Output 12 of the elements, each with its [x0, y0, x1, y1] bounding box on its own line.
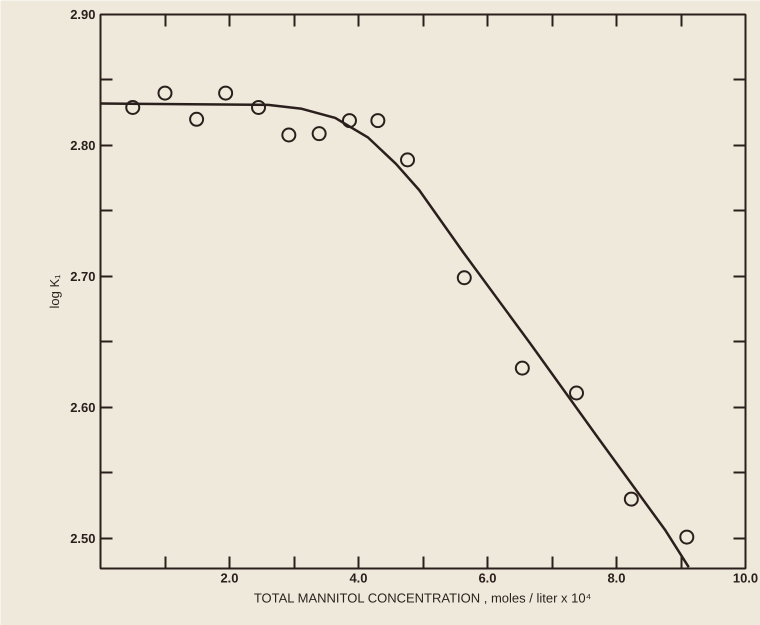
x-tick-label: 2.0 [220, 570, 239, 586]
y-tick-label: 2.50 [70, 530, 96, 546]
x-tick-label: 6.0 [478, 570, 497, 586]
y-tick-label: 2.80 [70, 138, 96, 153]
x-tick-label: 4.0 [349, 570, 368, 586]
y-tick-label: 2.60 [70, 400, 96, 415]
y-tick-label: 2.90 [70, 7, 96, 22]
y-tick-label: 2.70 [70, 268, 96, 284]
y-axis-title: log K₁ [47, 274, 62, 309]
x-tick-label: 10.0 [732, 570, 758, 586]
x-tick-label: 8.0 [607, 570, 626, 586]
x-axis-title: TOTAL MANNITOL CONCENTRATION , moles / liter x 10⁴ [254, 590, 592, 606]
